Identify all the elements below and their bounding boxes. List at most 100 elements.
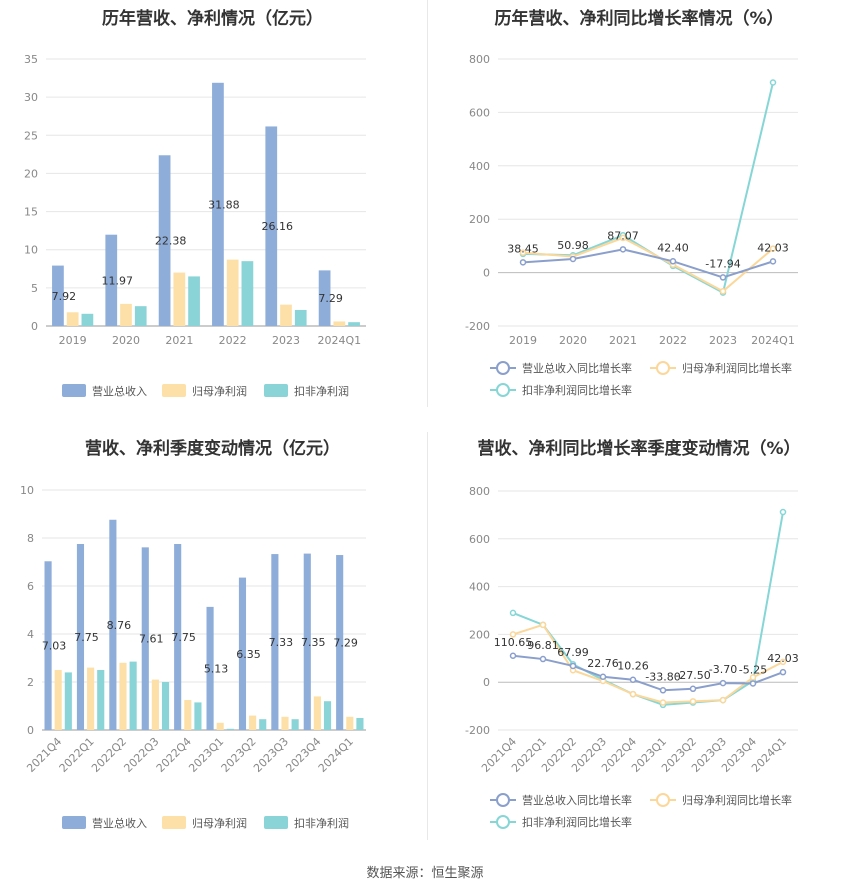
bar xyxy=(64,672,72,730)
y-tick-label: 400 xyxy=(469,581,490,594)
legend-marker xyxy=(496,361,510,375)
y-tick-label: 8 xyxy=(27,532,34,545)
bar xyxy=(241,261,254,326)
x-tick-label: 2024Q1 xyxy=(751,334,795,347)
data-label: 87.07 xyxy=(607,229,639,242)
bar xyxy=(303,553,311,730)
data-label: 31.88 xyxy=(208,198,240,211)
legend-marker xyxy=(656,361,670,375)
data-label: 5.13 xyxy=(204,662,229,675)
legend-label: 归母净利润 xyxy=(192,384,247,398)
bar xyxy=(280,304,292,326)
y-tick-label: 800 xyxy=(469,485,490,498)
data-point xyxy=(519,249,527,256)
x-tick-label: 2022Q2 xyxy=(89,735,129,775)
data-label: 96.81 xyxy=(527,639,559,652)
bar xyxy=(346,716,354,730)
data-label: -5.25 xyxy=(739,663,767,676)
bar xyxy=(226,728,234,730)
y-tick-label: 600 xyxy=(469,106,490,119)
x-tick-label: 2021Q4 xyxy=(24,735,64,775)
legend-label: 归母净利润 xyxy=(192,816,247,830)
chart-title: 营收、净利季度变动情况（亿元） xyxy=(85,439,340,459)
bar xyxy=(216,722,224,730)
legend-label: 扣非净利润同比增长率 xyxy=(522,383,632,397)
data-source-note: 数据来源：恒生聚源 xyxy=(366,866,484,881)
bar xyxy=(336,555,344,730)
data-point xyxy=(779,668,787,676)
panel-divider-vertical xyxy=(427,0,428,407)
bar xyxy=(151,679,159,730)
y-tick-label: -200 xyxy=(465,320,490,333)
data-label: 7.75 xyxy=(74,631,99,644)
data-label: 7.35 xyxy=(301,636,326,649)
y-tick-label: 0 xyxy=(31,320,38,333)
x-tick-label: 2024Q1 xyxy=(316,735,356,775)
series-line xyxy=(522,248,774,279)
x-tick-label: 2023 xyxy=(709,334,737,347)
panel-divider-vertical-lower xyxy=(427,432,428,840)
data-point xyxy=(659,699,667,706)
x-tick-label: 2022 xyxy=(219,334,247,347)
data-point xyxy=(619,246,627,253)
legend-marker xyxy=(496,815,510,829)
x-tick-label: 2020 xyxy=(112,334,140,347)
data-label: 22.76 xyxy=(587,657,619,670)
quarterly-revenue-profit-panel: 营收、净利季度变动情况（亿元） 0 2 4 6 8 10 2021Q4 2022Q1 2022Q… xyxy=(0,430,425,850)
bar xyxy=(66,312,79,326)
data-point xyxy=(509,631,517,638)
data-point xyxy=(539,621,547,629)
quarterly-bar-chart: 02468102021Q42022Q12022Q22022Q32022Q4202… xyxy=(20,484,366,830)
y-tick-label: 15 xyxy=(24,206,38,219)
data-point xyxy=(719,274,727,281)
data-label: 42.03 xyxy=(757,241,789,254)
data-label: 22.38 xyxy=(155,235,187,248)
data-point xyxy=(509,609,517,617)
y-tick-label: -200 xyxy=(465,724,490,737)
legend-swatch xyxy=(264,384,288,397)
bar xyxy=(119,662,127,730)
x-tick-label: 2019 xyxy=(509,334,537,347)
x-tick-label: 2022Q4 xyxy=(154,735,194,775)
series-line xyxy=(512,511,784,706)
bar xyxy=(226,259,239,326)
series-line xyxy=(512,654,784,692)
bar xyxy=(134,306,147,326)
bar xyxy=(120,303,132,326)
y-tick-label: 10 xyxy=(24,244,38,257)
data-label: 50.98 xyxy=(557,239,589,252)
legend-swatch xyxy=(162,384,186,397)
bar xyxy=(105,234,118,326)
data-label: 7.03 xyxy=(42,640,67,653)
bar xyxy=(194,702,202,730)
data-point xyxy=(749,680,757,687)
data-label: -33.80 xyxy=(645,670,680,683)
data-point xyxy=(629,676,637,683)
data-label: 26.16 xyxy=(262,220,294,233)
bar xyxy=(141,547,149,730)
y-tick-label: 35 xyxy=(24,53,38,66)
data-point xyxy=(689,685,697,693)
legend-label: 扣非净利润 xyxy=(294,816,349,830)
data-label: 6.35 xyxy=(236,648,261,661)
legend-marker xyxy=(496,383,510,397)
y-tick-label: 600 xyxy=(469,533,490,546)
annual-bar-chart: 0 5 10 15 20 25 30 35 2019 2020 2021 2022 2023 2024Q1… xyxy=(24,53,366,398)
data-point xyxy=(779,508,787,516)
y-tick-label: 200 xyxy=(469,628,490,641)
bar xyxy=(313,696,321,730)
data-point xyxy=(539,655,547,663)
legend-label: 营业总收入同比增长率 xyxy=(522,793,632,807)
y-tick-label: 0 xyxy=(483,676,490,689)
data-label: -17.94 xyxy=(705,257,740,270)
bar xyxy=(97,670,105,730)
legend-marker xyxy=(656,793,670,807)
data-point xyxy=(779,658,787,666)
data-point xyxy=(619,234,627,242)
data-label: 110.65 xyxy=(494,636,533,649)
data-label: -3.70 xyxy=(709,663,737,676)
data-label: 42.40 xyxy=(657,241,689,254)
legend-label: 营业总收入 xyxy=(92,816,147,830)
x-tick-label: 2021 xyxy=(165,334,193,347)
bar xyxy=(109,519,117,730)
